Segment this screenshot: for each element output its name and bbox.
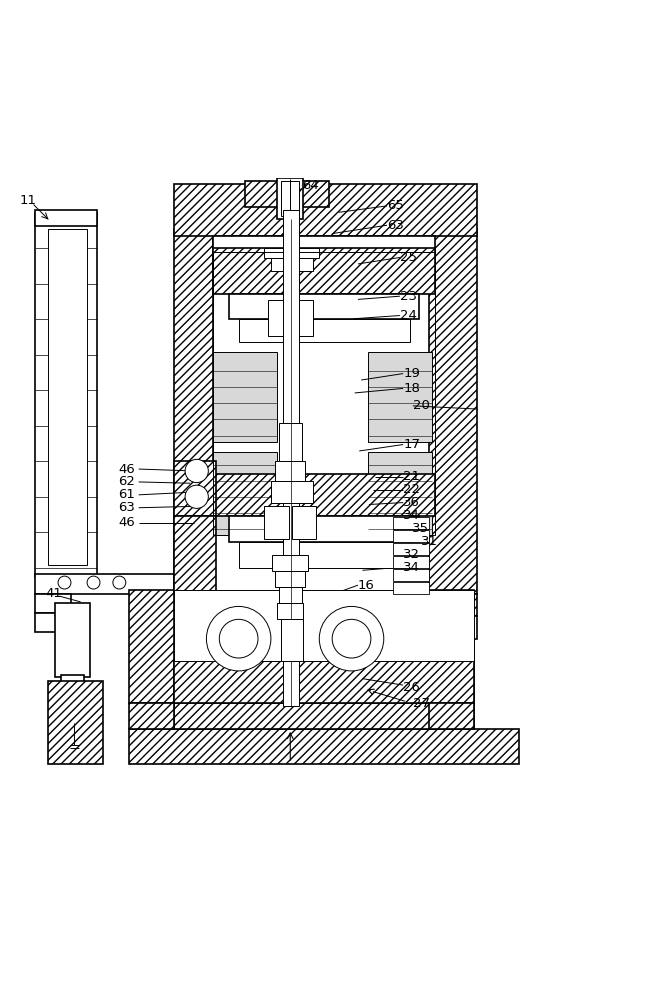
Bar xyxy=(174,229,213,594)
Bar xyxy=(368,352,432,442)
Text: 63: 63 xyxy=(119,501,135,514)
Text: 41: 41 xyxy=(45,587,62,600)
Bar xyxy=(239,542,410,568)
Text: 65: 65 xyxy=(387,199,404,212)
Bar xyxy=(393,517,429,529)
Text: 26: 26 xyxy=(403,681,420,694)
Text: 25: 25 xyxy=(400,251,417,264)
Text: 17: 17 xyxy=(403,438,420,451)
Bar xyxy=(368,452,432,535)
Text: 61: 61 xyxy=(119,488,135,501)
Text: 22: 22 xyxy=(403,483,420,496)
Bar xyxy=(268,300,292,336)
Bar xyxy=(271,481,313,503)
Bar xyxy=(213,236,435,268)
Text: 34: 34 xyxy=(403,561,420,574)
Bar xyxy=(213,248,435,294)
Bar xyxy=(129,729,519,764)
Bar xyxy=(239,319,410,342)
Text: 36: 36 xyxy=(403,496,420,509)
Bar xyxy=(272,555,308,571)
Bar xyxy=(393,543,429,555)
Bar xyxy=(129,590,174,703)
Bar xyxy=(213,474,435,516)
Circle shape xyxy=(319,606,384,671)
Circle shape xyxy=(185,459,208,483)
Circle shape xyxy=(219,619,258,658)
Text: 16: 16 xyxy=(358,579,375,592)
Bar xyxy=(174,184,477,236)
Bar xyxy=(393,556,429,568)
Bar xyxy=(61,675,84,700)
Bar xyxy=(393,569,429,581)
Bar xyxy=(229,294,419,319)
Bar xyxy=(429,590,474,703)
Bar xyxy=(229,516,419,542)
Text: 35: 35 xyxy=(412,522,428,535)
Bar xyxy=(245,181,329,207)
Text: 19: 19 xyxy=(403,367,420,380)
Bar xyxy=(277,178,303,219)
Bar xyxy=(48,681,103,764)
Text: 46: 46 xyxy=(119,516,135,529)
Bar xyxy=(174,461,216,516)
Bar xyxy=(35,210,97,226)
Bar xyxy=(55,603,90,677)
Bar xyxy=(275,571,305,587)
Bar xyxy=(213,352,277,442)
Bar xyxy=(393,530,429,542)
Text: 21: 21 xyxy=(403,470,420,483)
Bar xyxy=(281,619,303,661)
Text: 63: 63 xyxy=(387,219,404,232)
Bar xyxy=(275,461,305,481)
Bar xyxy=(35,594,71,613)
Text: 24: 24 xyxy=(400,309,417,322)
Bar xyxy=(277,603,303,619)
Bar xyxy=(174,703,474,729)
Bar xyxy=(281,181,299,216)
Text: 46: 46 xyxy=(119,463,135,476)
Bar xyxy=(35,574,174,594)
Bar xyxy=(283,210,299,706)
Bar xyxy=(264,248,319,258)
Bar xyxy=(35,613,71,632)
Bar xyxy=(393,582,429,594)
Bar xyxy=(279,423,302,461)
Text: 23: 23 xyxy=(400,290,417,303)
Bar xyxy=(174,661,474,703)
Bar xyxy=(279,587,302,603)
Bar xyxy=(35,213,97,577)
Circle shape xyxy=(185,485,208,508)
Bar xyxy=(292,506,316,539)
Text: 27: 27 xyxy=(413,697,430,710)
Text: 31: 31 xyxy=(421,535,437,548)
Circle shape xyxy=(58,576,71,589)
Bar xyxy=(429,703,474,729)
Bar xyxy=(174,516,216,594)
Bar xyxy=(48,229,87,564)
Bar xyxy=(387,616,477,639)
Text: 62: 62 xyxy=(119,475,135,488)
Text: 32: 32 xyxy=(403,548,420,561)
Circle shape xyxy=(332,619,371,658)
Bar xyxy=(387,594,477,616)
Circle shape xyxy=(113,576,126,589)
Circle shape xyxy=(206,606,271,671)
Bar xyxy=(68,698,81,723)
Bar xyxy=(213,252,435,535)
Bar xyxy=(213,452,277,535)
Text: 20: 20 xyxy=(413,399,430,412)
Bar xyxy=(264,506,289,539)
Text: 64: 64 xyxy=(302,179,319,192)
Bar xyxy=(288,300,313,336)
Bar xyxy=(271,258,313,271)
Bar xyxy=(129,703,174,729)
Text: 18: 18 xyxy=(403,382,420,395)
Bar xyxy=(174,590,474,661)
Text: 11: 11 xyxy=(19,194,36,207)
Circle shape xyxy=(87,576,100,589)
Bar xyxy=(429,229,477,594)
Text: 34: 34 xyxy=(403,509,420,522)
